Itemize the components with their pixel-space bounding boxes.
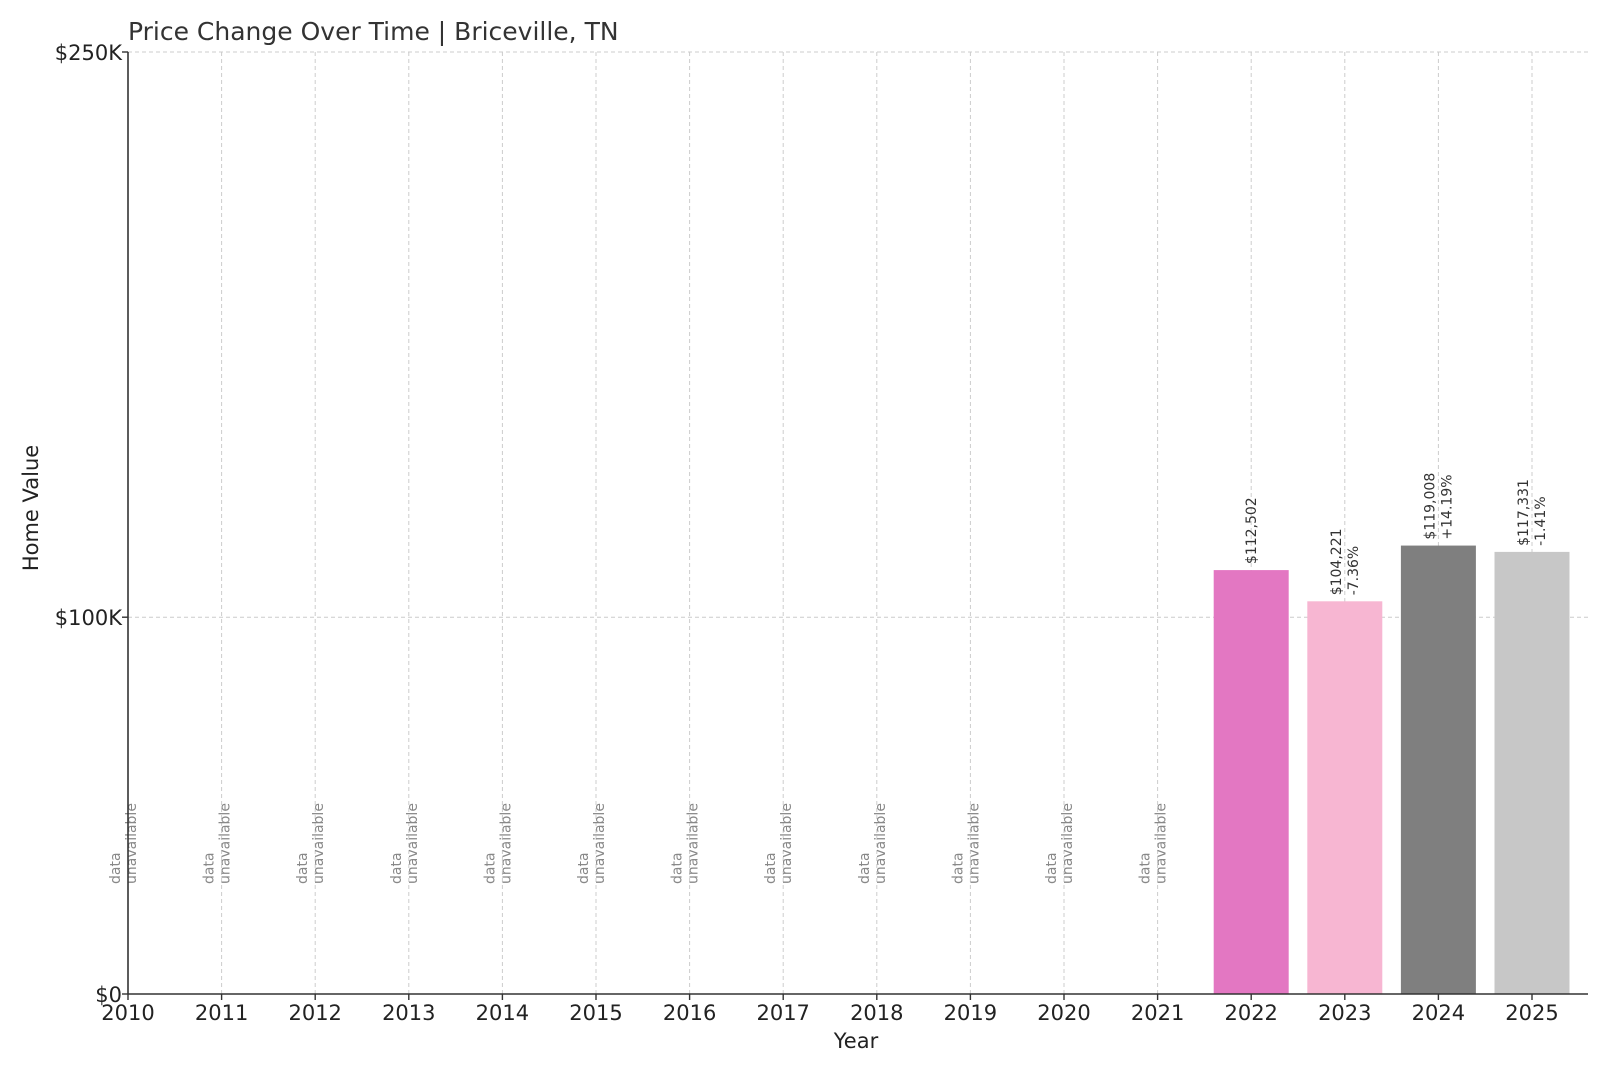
bar-change-text: -1.41% [1533, 496, 1549, 546]
y-tick-label: $0 [95, 983, 122, 1007]
x-tick-label: 2018 [850, 1001, 903, 1025]
x-axis-label: Year [833, 1029, 879, 1053]
bar-2024 [1400, 545, 1476, 994]
data-unavailable-line2: unavailable [124, 803, 140, 884]
data-unavailable-line1: data [950, 852, 966, 884]
data-unavailable-line1: data [482, 852, 498, 884]
data-unavailable-line1: data [1044, 852, 1060, 884]
data-unavailable-line2: unavailable [1154, 803, 1170, 884]
data-unavailable-line1: data [763, 852, 779, 884]
x-tick-label: 2013 [382, 1001, 435, 1025]
data-unavailable-line1: data [108, 852, 124, 884]
y-tick-label: $250K [55, 41, 123, 65]
bar-value-label: $104,221 -7.36% [1329, 528, 1362, 595]
bar-2025 [1494, 551, 1570, 994]
data-unavailable-label: data unavailable [670, 803, 702, 884]
x-tick-label: 2020 [1037, 1001, 1090, 1025]
x-tick-label: 2022 [1224, 1001, 1277, 1025]
bar-value-text: $112,502 [1244, 497, 1260, 564]
data-unavailable-line2: unavailable [498, 803, 514, 884]
data-unavailable-label: data unavailable [108, 803, 140, 884]
bar-value-text: $117,331 [1516, 479, 1532, 546]
x-tick-labels: 2010 2011 2012 2013 2014 2015 2016 2017 2018 2019… [101, 994, 1559, 1025]
data-unavailable-label: data unavailable [482, 803, 514, 884]
data-unavailable-line2: unavailable [218, 803, 234, 884]
data-unavailable-line2: unavailable [966, 803, 982, 884]
data-unavailable-line1: data [576, 852, 592, 884]
bar-value-label: $119,008 +14.19% [1422, 473, 1455, 540]
x-tick-label: 2019 [944, 1001, 997, 1025]
x-tick-label: 2021 [1131, 1001, 1184, 1025]
data-unavailable-label: data unavailable [1044, 803, 1076, 884]
x-tick-label: 2010 [101, 1001, 154, 1025]
x-tick-label: 2024 [1412, 1001, 1465, 1025]
x-tick-label: 2014 [476, 1001, 529, 1025]
data-unavailable-line1: data [389, 852, 405, 884]
chart-title: Price Change Over Time | Briceville, TN [128, 17, 619, 46]
bar-2022 [1213, 570, 1289, 994]
x-tick-label: 2012 [288, 1001, 341, 1025]
data-unavailable-line1: data [295, 852, 311, 884]
data-unavailable-line1: data [1138, 852, 1154, 884]
data-unavailable-line2: unavailable [1060, 803, 1076, 884]
data-unavailable-line2: unavailable [686, 803, 702, 884]
bar-change-text: -7.36% [1346, 546, 1362, 596]
x-tick-label: 2016 [663, 1001, 716, 1025]
y-axis-label: Home Value [19, 445, 43, 571]
data-unavailable-label: data unavailable [1138, 803, 1170, 884]
data-unavailable-line2: unavailable [311, 803, 327, 884]
bar-labels: data unavailable data unavailable data unavai… [108, 473, 1549, 884]
data-unavailable-line2: unavailable [873, 803, 889, 884]
data-unavailable-label: data unavailable [950, 803, 982, 884]
data-unavailable-label: data unavailable [576, 803, 608, 884]
data-unavailable-label: data unavailable [389, 803, 421, 884]
data-unavailable-line1: data [857, 852, 873, 884]
bars [1213, 545, 1570, 994]
y-tick-labels: $0 $100K $250K [55, 41, 128, 1007]
y-tick-label: $100K [55, 606, 123, 630]
x-tick-label: 2017 [756, 1001, 809, 1025]
bar-change-text: +14.19% [1439, 474, 1455, 539]
x-tick-label: 2011 [195, 1001, 248, 1025]
bar-value-label: $112,502 [1244, 497, 1260, 564]
data-unavailable-label: data unavailable [763, 803, 795, 884]
x-tick-label: 2025 [1505, 1001, 1558, 1025]
data-unavailable-line2: unavailable [592, 803, 608, 884]
data-unavailable-line2: unavailable [405, 803, 421, 884]
data-unavailable-label: data unavailable [857, 803, 889, 884]
bar-value-text: $119,008 [1422, 473, 1438, 540]
bar-value-label: $117,331 -1.41% [1516, 479, 1549, 546]
data-unavailable-line2: unavailable [779, 803, 795, 884]
bar-value-text: $104,221 [1329, 528, 1345, 595]
data-unavailable-line1: data [202, 852, 218, 884]
x-tick-label: 2015 [569, 1001, 622, 1025]
x-tick-label: 2023 [1318, 1001, 1371, 1025]
data-unavailable-label: data unavailable [295, 803, 327, 884]
data-unavailable-line1: data [670, 852, 686, 884]
data-unavailable-label: data unavailable [202, 803, 234, 884]
bar-2023 [1307, 601, 1383, 994]
